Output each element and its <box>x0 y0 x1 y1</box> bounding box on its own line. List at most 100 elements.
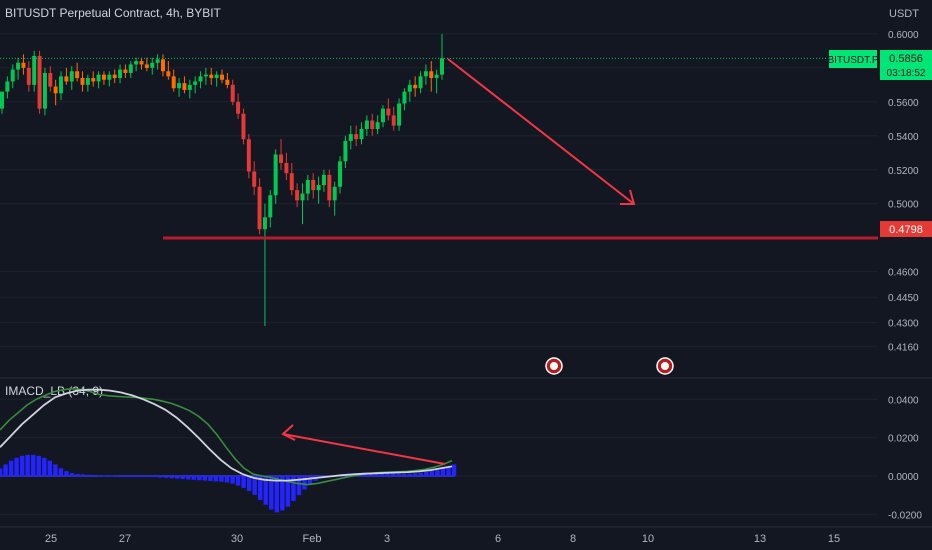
candle-body <box>160 59 165 72</box>
symbol-badge: BITUSDT.P <box>827 55 878 66</box>
time-tick-label: 8 <box>570 533 576 545</box>
histogram-bar <box>80 474 86 476</box>
macd-indicator-pane[interactable] <box>0 387 878 515</box>
divergence-arrow-drawing[interactable] <box>281 424 446 465</box>
histogram-bar <box>435 469 440 476</box>
candle-body <box>300 193 305 201</box>
histogram-bar <box>374 472 379 476</box>
economic-events[interactable] <box>545 357 674 375</box>
histogram-bar <box>102 475 108 477</box>
candle-body <box>187 84 192 90</box>
histogram-bar <box>163 475 169 478</box>
price-tick-label: 0.4600 <box>888 268 919 279</box>
histogram-bar <box>47 460 53 476</box>
candle-body <box>69 71 74 82</box>
histogram-bar <box>280 475 285 511</box>
candle-body <box>193 81 198 85</box>
candle-body <box>348 134 353 141</box>
histogram-bar <box>58 468 64 476</box>
us-flag-event-icon-inner <box>661 362 669 370</box>
candle-body <box>171 76 176 89</box>
histogram-bar <box>219 475 224 482</box>
candle-body <box>59 76 64 94</box>
histogram-bar <box>8 460 14 476</box>
candle-body <box>80 78 85 85</box>
candle-body <box>10 69 15 82</box>
candle-body <box>118 69 123 79</box>
time-axis[interactable]: 25 27 30 Feb 3 6 8 10 13 15 <box>0 526 932 545</box>
candle-body <box>32 55 37 85</box>
histogram-bar <box>451 464 457 476</box>
candle-body <box>284 162 289 174</box>
price-badge-bg <box>880 50 932 80</box>
candle-body <box>91 78 96 82</box>
candle-body <box>64 76 69 82</box>
histogram-bar <box>285 475 291 507</box>
candle-body <box>246 139 251 172</box>
histogram-bar <box>191 475 196 480</box>
candle-body <box>423 71 428 77</box>
histogram-bar <box>235 475 241 486</box>
last-price-badge: BITUSDT.P 0.5856 03:18:52 <box>827 50 932 80</box>
candle-body <box>316 185 321 191</box>
histogram-bar <box>224 475 230 483</box>
time-tick-label: 15 <box>828 533 840 545</box>
candlestick-series[interactable] <box>0 33 444 327</box>
indicator-tick-label: 0.0000 <box>888 472 919 483</box>
histogram-bar <box>291 475 296 501</box>
histogram-bar <box>241 475 246 488</box>
candle-body <box>364 120 369 130</box>
candle-body <box>26 67 31 85</box>
histogram-bar <box>213 475 219 482</box>
histogram-bar <box>97 475 102 477</box>
histogram-bar <box>42 457 47 476</box>
time-tick-label: 25 <box>45 533 57 545</box>
price-scale-currency: USDT <box>889 8 919 20</box>
candle-body <box>230 84 235 102</box>
candle-body <box>21 62 26 68</box>
candle-body <box>262 217 267 230</box>
candle-body <box>397 103 402 126</box>
bar-countdown: 03:18:52 <box>887 68 926 79</box>
histogram-bar <box>202 475 208 481</box>
histogram-bar <box>152 475 158 478</box>
time-tick-label: 27 <box>119 533 131 545</box>
price-tick-label: 0.5200 <box>888 166 919 177</box>
price-tick-label: 0.5000 <box>888 200 919 211</box>
histogram-bar <box>401 473 407 476</box>
chart-title: BITUSDT Perpetual Contract, 4h, BYBIT <box>5 6 222 20</box>
histogram-bar <box>418 472 423 476</box>
histogram-bar <box>263 475 268 505</box>
histogram-bar <box>174 475 180 479</box>
histogram-bar <box>440 468 446 476</box>
histogram-bar <box>64 471 69 476</box>
candle-body <box>289 173 294 191</box>
price-tick-label: 0.4450 <box>888 293 919 304</box>
histogram-bar <box>269 475 274 510</box>
candle-body <box>37 55 42 109</box>
candle-body <box>96 74 101 82</box>
histogram-bar <box>424 471 429 476</box>
candle-body <box>279 154 284 163</box>
candle-body <box>107 74 112 80</box>
candle-body <box>220 74 224 80</box>
candle-body <box>386 108 391 116</box>
histogram-bar <box>36 455 41 476</box>
histogram-bar <box>368 472 374 476</box>
histogram-bar <box>25 454 30 476</box>
histogram-bar <box>252 475 257 495</box>
arrow-head <box>620 189 636 205</box>
histogram-bar <box>274 475 280 513</box>
histogram-bar <box>136 475 141 477</box>
candle-body <box>268 195 273 218</box>
downtrend-arrow-drawing[interactable] <box>447 58 636 205</box>
level-price-value: 0.4798 <box>889 224 923 236</box>
price-tick-label: 0.4160 <box>888 342 919 353</box>
candle-body <box>295 190 300 201</box>
candle-body <box>321 174 326 186</box>
candle-body <box>375 122 380 130</box>
arrow-shaft <box>282 433 446 465</box>
candle-body <box>155 59 160 63</box>
